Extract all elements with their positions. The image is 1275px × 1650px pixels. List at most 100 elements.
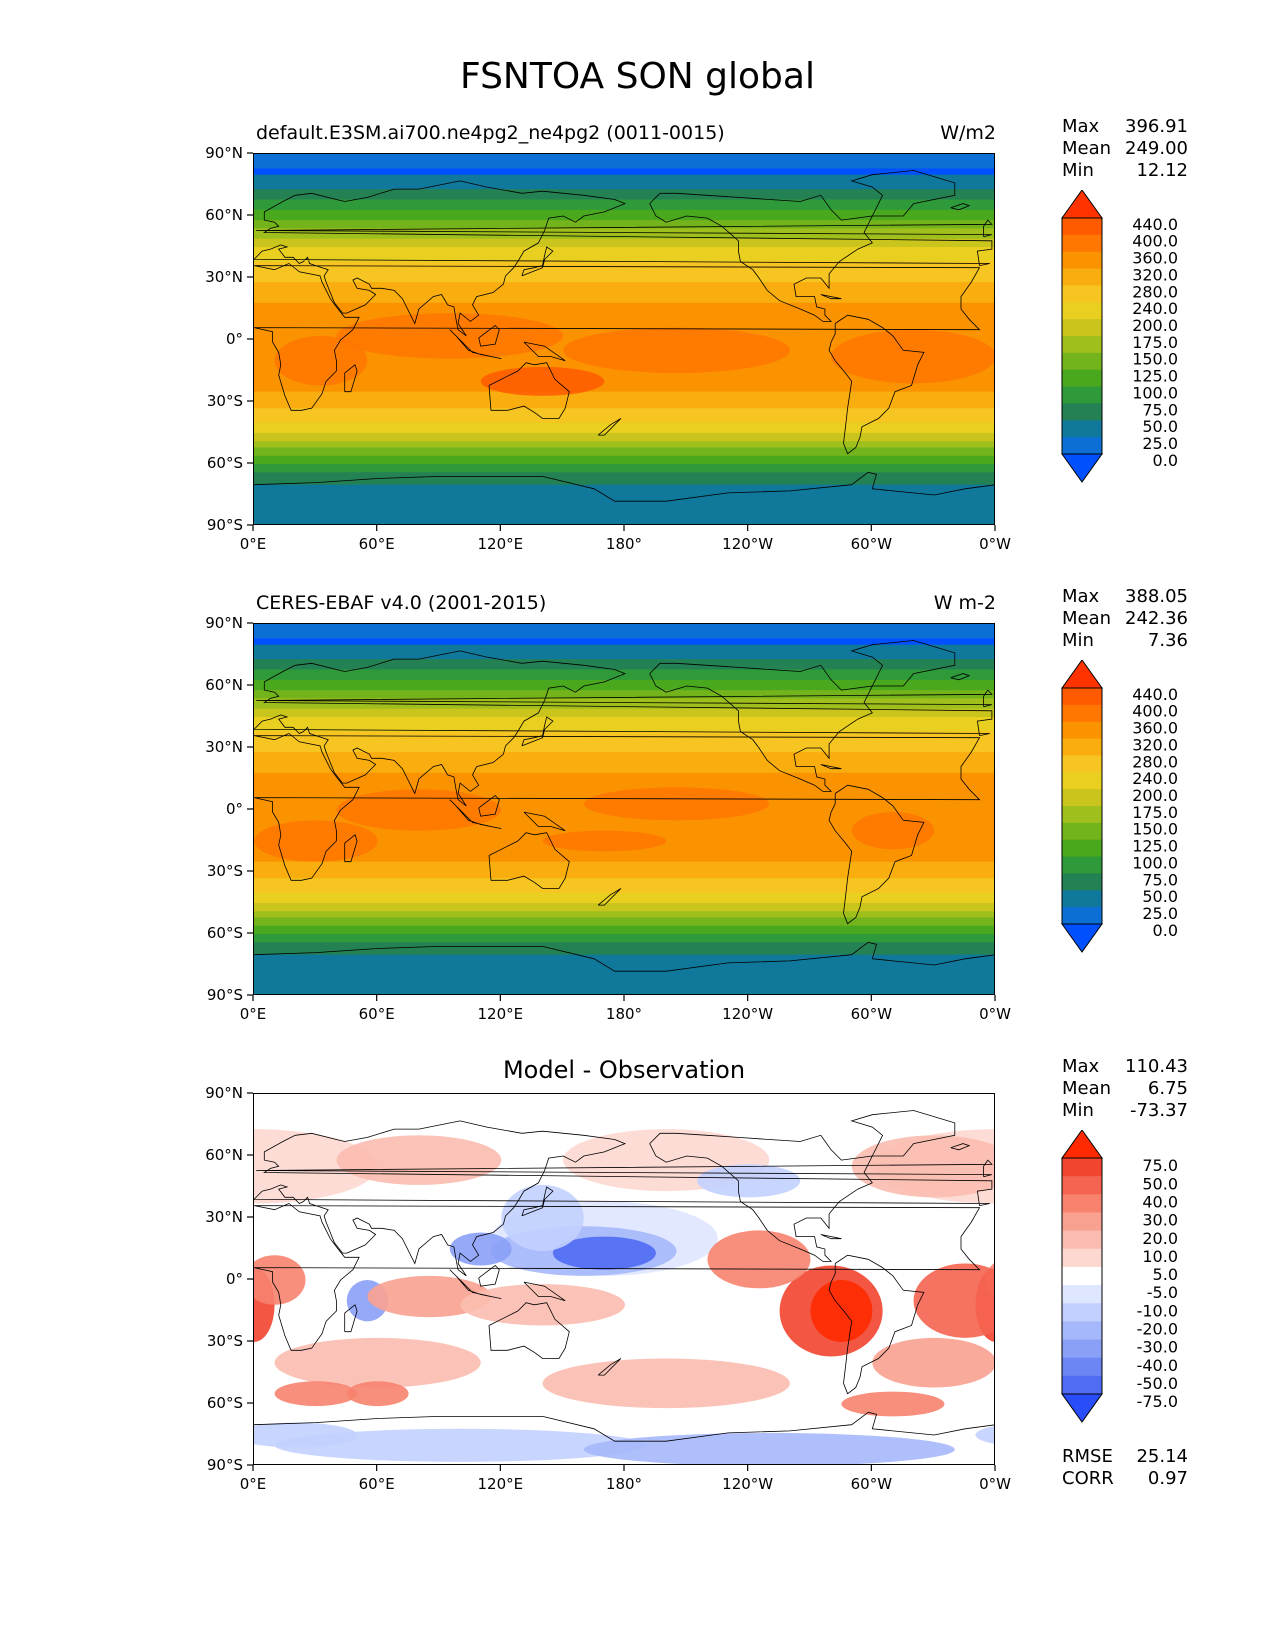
y-tick-label: 30°S	[207, 392, 243, 410]
x-tick-label: 60°E	[359, 1005, 395, 1023]
stat-value: 12.12	[1136, 160, 1188, 181]
colorbar-label: 240.0	[1132, 299, 1178, 318]
flux-band	[254, 698, 994, 710]
colorbar-segment	[1062, 234, 1102, 253]
diff-blob	[975, 1426, 994, 1444]
coastline	[254, 263, 981, 411]
colorbar-label: 400.0	[1132, 232, 1178, 251]
map-axes-diff: 0°E 60°E 120°E 180° 120°W 60°W 0°W 90°N 60°N 30°N…	[205, 1084, 1011, 1493]
y-tick-label: 90°S	[207, 1456, 243, 1474]
y-tick-label: 30°N	[205, 268, 243, 286]
panel-ref: CERES-EBAF v4.0 (2001-2015) W m-2 0°E 60°…	[0, 470, 1275, 1023]
stat-label: Max	[1062, 1056, 1100, 1077]
coastline	[850, 640, 956, 687]
stat-value: 0.97	[1147, 1468, 1188, 1489]
coastline	[256, 1159, 993, 1178]
colorbar-label: 360.0	[1132, 249, 1178, 268]
panel-title: CERES-EBAF v4.0 (2001-2015)	[256, 592, 547, 614]
flux-band	[254, 679, 994, 691]
panel-units: W/m2	[940, 122, 996, 144]
colorbar-segment	[1062, 688, 1102, 706]
coastline	[254, 1120, 993, 1277]
diff-blob	[913, 1263, 994, 1338]
flux-band	[254, 422, 994, 434]
flux-band	[254, 408, 994, 424]
stat-value: 7.36	[1147, 630, 1188, 651]
colorbar-segment	[1062, 1194, 1102, 1213]
colorbar-label: -20.0	[1137, 1320, 1178, 1339]
flux-band	[254, 433, 994, 442]
colorbar-segment	[1062, 1321, 1102, 1340]
x-tick-label: 0°W	[979, 1475, 1011, 1493]
flux-band	[254, 644, 994, 660]
flux-band	[254, 878, 994, 894]
x-tick-label: 120°E	[478, 1005, 524, 1023]
diff-blob	[697, 1164, 801, 1198]
diff-blob	[707, 1230, 811, 1289]
flux-band	[254, 189, 994, 200]
y-tick-label: 30°S	[207, 862, 243, 880]
colorbar-frame	[1061, 687, 1103, 925]
colorbar-label: 75.0	[1142, 870, 1178, 889]
colorbar-segment	[1062, 907, 1102, 925]
colorbar-label: 50.0	[1142, 1174, 1178, 1193]
extra-stats-diff: RMSE 25.14 CORR 0.97	[1062, 1446, 1188, 1494]
colorbar-segment	[1062, 704, 1102, 723]
flux-patch	[542, 830, 667, 852]
flux-band	[254, 220, 994, 229]
coastline	[828, 1254, 925, 1395]
coastline	[649, 1132, 873, 1262]
coastline	[344, 834, 358, 863]
coastline	[649, 662, 873, 792]
diff-blob	[872, 1337, 994, 1388]
colorbar-segment	[1062, 1212, 1102, 1232]
colorbar-label: -50.0	[1137, 1374, 1178, 1393]
y-tick-label: 30°S	[207, 1332, 243, 1350]
coastline	[488, 362, 570, 419]
colorbar-label: 125.0	[1132, 837, 1178, 856]
colorbar-label: 400.0	[1132, 702, 1178, 721]
coastline	[254, 733, 981, 881]
coastline	[256, 689, 993, 708]
colorbar-label: 320.0	[1132, 735, 1178, 754]
coastline	[488, 832, 570, 889]
colorbar-label: 125.0	[1132, 367, 1178, 386]
stat-value: 6.75	[1147, 1078, 1188, 1099]
coastline	[478, 1264, 500, 1287]
colorbar-frame	[1061, 217, 1103, 455]
flux-band	[254, 624, 994, 639]
colorbar-label: 0.0	[1153, 451, 1178, 470]
y-tick-label: 90°N	[205, 614, 243, 632]
stat-value: -73.37	[1129, 1100, 1188, 1121]
colorbar-segment	[1062, 251, 1102, 269]
flux-band	[254, 934, 994, 943]
colorbar-segment	[1062, 1357, 1102, 1377]
flux-band	[254, 247, 994, 262]
colorbar-label: 440.0	[1132, 215, 1178, 234]
diff-blob	[460, 1284, 625, 1326]
flux-band	[254, 464, 994, 473]
coastline	[521, 1186, 554, 1217]
panel-diff: Model - Observation 0°E 60°E 120°E 180° 120°…	[0, 940, 1275, 1493]
flux-patch	[336, 789, 502, 831]
flux-band	[254, 484, 994, 524]
coastline	[449, 1269, 502, 1299]
coastline	[597, 888, 622, 906]
coastline	[256, 219, 993, 238]
coastline	[478, 794, 500, 817]
stats-diff: Max 110.43 Mean 6.75 Min -73.37	[1062, 1056, 1188, 1126]
colorbar-segment	[1062, 369, 1102, 387]
coastline	[828, 784, 925, 925]
coastline	[521, 246, 554, 277]
colorbar-test: 440.0400.0360.0320.0280.0240.0200.0175.0…	[1061, 190, 1178, 483]
stat-value: 110.43	[1125, 1056, 1188, 1077]
colorbar-label: -30.0	[1137, 1338, 1178, 1357]
coastline	[254, 471, 994, 502]
coastline	[950, 673, 971, 681]
x-tick-label: 60°W	[851, 1475, 893, 1493]
colorbar-label: 175.0	[1132, 333, 1178, 352]
flux-band	[254, 954, 994, 994]
x-tick-label: 0°W	[979, 535, 1011, 553]
y-tick-label: 90°S	[207, 516, 243, 534]
colorbar-segment	[1062, 806, 1102, 824]
